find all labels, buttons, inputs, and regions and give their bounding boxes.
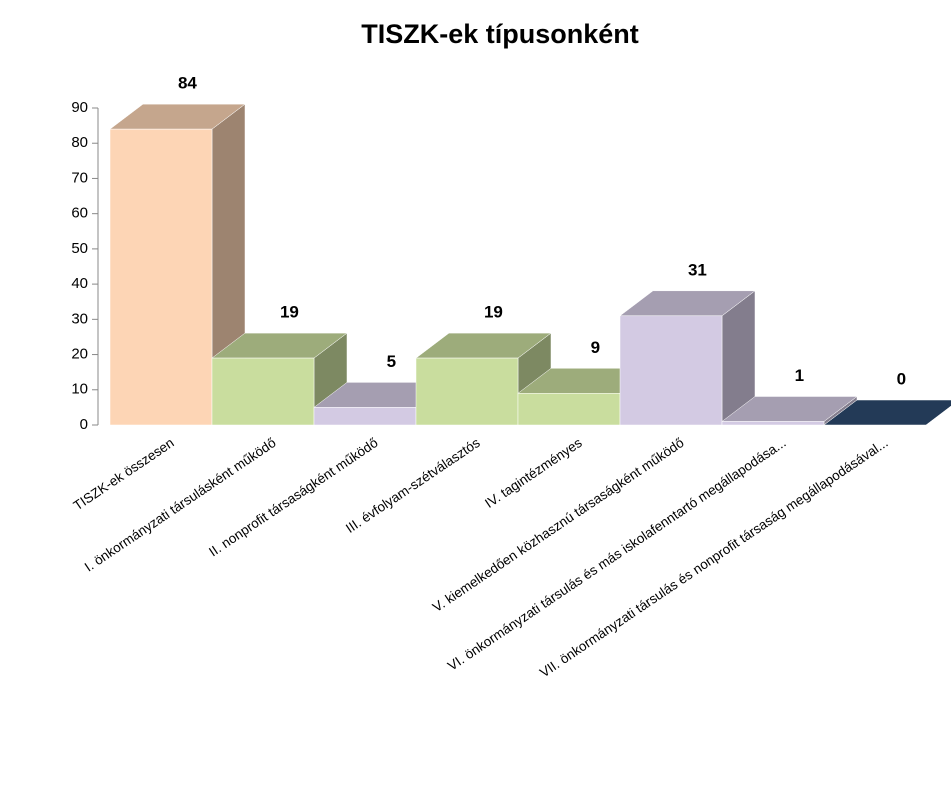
- value-label: 31: [688, 260, 707, 279]
- y-tick-label: 60: [71, 205, 88, 222]
- y-tick-label: 90: [71, 99, 88, 116]
- value-label: 84: [178, 74, 197, 93]
- x-tick-label: VI. önkormányzati társulás és más iskola…: [445, 435, 789, 674]
- y-tick-label: 20: [71, 346, 88, 363]
- y-tick-label: 0: [80, 416, 88, 433]
- y-tick-label: 80: [71, 134, 88, 151]
- bar: [211, 357, 315, 426]
- y-tick-label: 30: [71, 310, 88, 327]
- x-tick-label: TISZK-ek összesen: [71, 435, 177, 513]
- bar: [313, 407, 417, 426]
- y-tick-label: 10: [71, 381, 88, 398]
- bar: [619, 315, 723, 426]
- value-label: 1: [795, 366, 804, 385]
- bar: [721, 421, 825, 426]
- x-tick-label: II. nonprofit társaságként működő: [206, 435, 381, 559]
- x-tick-label: I. önkormányzati társulásként működő: [82, 435, 279, 575]
- bar: [517, 393, 621, 426]
- value-label: 19: [484, 303, 503, 322]
- bar: [109, 128, 213, 426]
- x-tick-label: IV. tagintézményes: [482, 435, 585, 511]
- y-tick-label: 50: [71, 240, 88, 257]
- x-tick-label: VII. önkormányzati társulás és nonprofit…: [537, 435, 891, 680]
- y-tick-label: 70: [71, 169, 88, 186]
- value-label: 5: [387, 352, 396, 371]
- value-label: 0: [897, 369, 906, 388]
- bar: [415, 357, 519, 426]
- y-tick-label: 40: [71, 275, 88, 292]
- value-label: 19: [280, 303, 299, 322]
- value-label: 9: [591, 338, 600, 357]
- bar-top: [823, 399, 951, 426]
- chart-title: TISZK-ek típusonként: [361, 19, 639, 49]
